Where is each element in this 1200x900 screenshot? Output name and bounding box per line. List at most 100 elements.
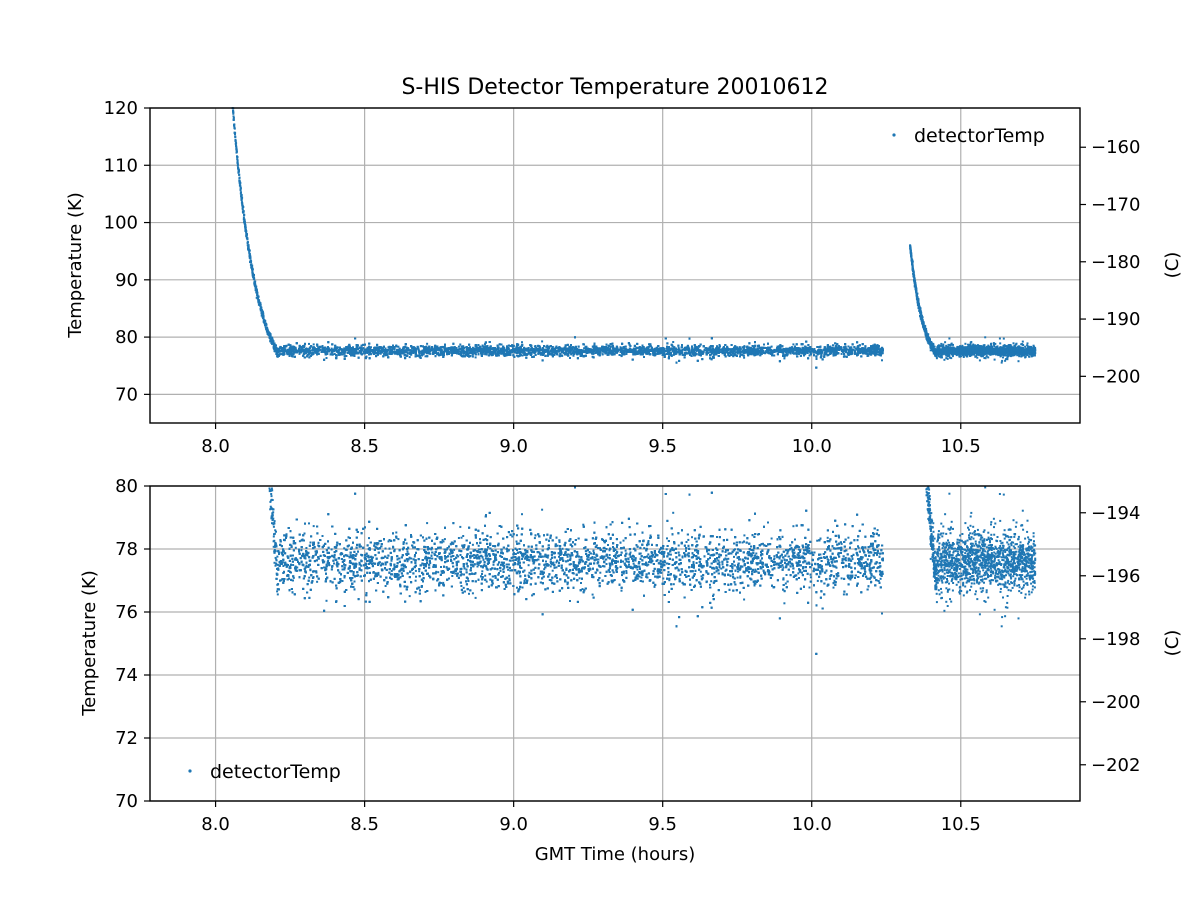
data-point <box>643 347 646 350</box>
data-point <box>743 345 746 348</box>
data-point <box>235 148 238 151</box>
data-point <box>424 355 427 358</box>
data-point <box>736 352 739 355</box>
data-point <box>254 283 257 286</box>
data-point <box>242 210 245 213</box>
data-point <box>232 115 235 118</box>
data-point <box>238 176 241 179</box>
data-point <box>261 314 264 317</box>
data-point <box>835 350 838 353</box>
top-grid <box>150 107 1080 423</box>
data-point <box>247 246 250 249</box>
data-point <box>239 185 242 188</box>
data-point <box>254 289 257 292</box>
data-point <box>241 202 244 205</box>
data-point <box>453 347 456 350</box>
data-point <box>250 263 253 266</box>
data-point <box>261 310 264 313</box>
data-point <box>602 350 604 353</box>
data-point <box>485 353 488 356</box>
data-point <box>239 181 242 184</box>
data-point <box>457 345 460 348</box>
data-point <box>840 352 843 355</box>
data-point <box>236 158 239 161</box>
data-point <box>255 288 258 291</box>
data-point <box>405 346 408 349</box>
data-point <box>269 335 272 338</box>
data-point <box>259 302 262 305</box>
data-point <box>298 346 301 349</box>
data-point <box>541 340 544 343</box>
data-point <box>515 345 518 347</box>
data-point <box>881 359 883 362</box>
data-point <box>474 356 477 359</box>
data-point <box>256 289 258 292</box>
data-point <box>743 356 746 359</box>
data-point <box>237 168 240 171</box>
data-point <box>253 278 256 281</box>
data-point <box>256 293 259 296</box>
data-point <box>462 345 465 348</box>
data-point <box>666 345 668 348</box>
data-point <box>235 142 238 145</box>
data-point <box>233 126 236 129</box>
data-point <box>234 136 237 139</box>
data-point <box>240 194 243 196</box>
data-point <box>685 346 688 349</box>
data-point <box>243 220 246 223</box>
data-point <box>240 191 242 194</box>
data-point <box>720 351 723 354</box>
data-point <box>251 270 254 272</box>
data-point <box>244 226 247 229</box>
data-point <box>245 230 248 233</box>
data-point <box>325 357 328 359</box>
chart-title: S-HIS Detector Temperature 20010612 <box>401 75 828 100</box>
data-point <box>235 145 238 148</box>
data-point <box>251 268 254 271</box>
data-point <box>264 319 267 322</box>
data-point <box>770 345 773 348</box>
data-point <box>260 306 263 309</box>
data-point <box>234 131 237 134</box>
data-point <box>241 201 243 204</box>
data-point <box>250 260 253 263</box>
data-point <box>271 338 274 341</box>
data-point <box>233 123 236 126</box>
data-point <box>239 189 242 192</box>
data-point <box>244 224 247 227</box>
data-point <box>232 119 235 121</box>
data-point <box>677 346 680 349</box>
data-point <box>243 218 246 221</box>
data-point <box>871 351 874 353</box>
data-point <box>460 345 463 348</box>
data-point <box>243 213 246 216</box>
data-point <box>275 347 278 350</box>
data-point <box>269 333 272 336</box>
data-point <box>471 355 474 358</box>
data-point <box>783 357 786 360</box>
data-point <box>443 345 446 348</box>
data-point <box>248 249 251 252</box>
data-point <box>246 241 249 244</box>
data-point <box>691 345 693 348</box>
data-point <box>308 342 310 345</box>
data-point <box>516 354 518 357</box>
data-point <box>762 346 764 349</box>
data-point <box>239 184 242 187</box>
data-point <box>272 340 275 343</box>
data-point <box>816 346 819 348</box>
data-point <box>234 133 236 136</box>
data-point <box>238 169 240 172</box>
data-point <box>246 233 248 236</box>
data-point <box>531 356 534 358</box>
data-point <box>622 346 625 348</box>
data-point <box>262 315 265 318</box>
data-point <box>247 244 250 247</box>
data-point <box>265 323 268 326</box>
data-point <box>330 347 333 350</box>
data-point <box>408 356 411 359</box>
data-point <box>643 349 645 352</box>
data-point <box>343 347 346 350</box>
data-point <box>253 274 255 276</box>
